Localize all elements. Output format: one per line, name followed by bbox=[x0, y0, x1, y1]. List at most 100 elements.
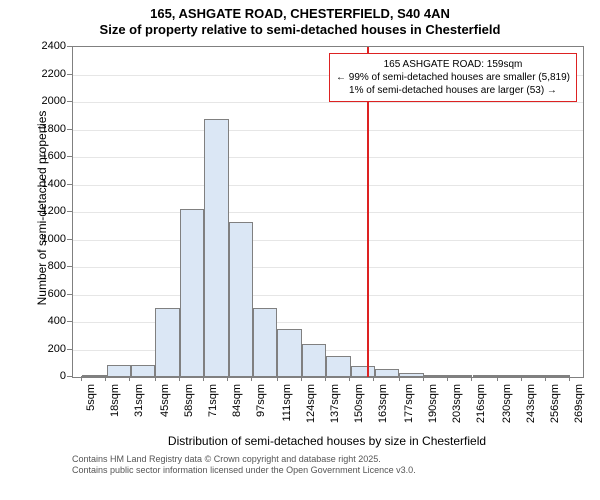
xtick-label: 150sqm bbox=[353, 384, 365, 423]
ytick-mark bbox=[67, 46, 72, 47]
ytick-mark bbox=[67, 349, 72, 350]
gridline bbox=[73, 185, 583, 186]
ytick-label: 1600 bbox=[32, 150, 66, 162]
xtick-mark bbox=[105, 376, 106, 381]
xtick-mark bbox=[155, 376, 156, 381]
xtick-mark bbox=[129, 376, 130, 381]
xtick-label: 84sqm bbox=[231, 384, 243, 417]
xtick-label: 97sqm bbox=[255, 384, 267, 417]
histogram-bar bbox=[204, 119, 228, 378]
ytick-mark bbox=[67, 321, 72, 322]
xtick-label: 256sqm bbox=[549, 384, 561, 423]
histogram-bar bbox=[302, 344, 326, 377]
histogram-bar bbox=[497, 375, 521, 377]
histogram-bar bbox=[326, 356, 350, 377]
ytick-label: 200 bbox=[32, 343, 66, 355]
ytick-mark bbox=[67, 129, 72, 130]
ytick-label: 2200 bbox=[32, 68, 66, 80]
gridline bbox=[73, 295, 583, 296]
xtick-label: 163sqm bbox=[377, 384, 389, 423]
gridline bbox=[73, 267, 583, 268]
xtick-mark bbox=[179, 376, 180, 381]
histogram-bar bbox=[546, 375, 570, 377]
ytick-label: 800 bbox=[32, 260, 66, 272]
ytick-label: 1800 bbox=[32, 123, 66, 135]
xtick-mark bbox=[373, 376, 374, 381]
xtick-mark bbox=[399, 376, 400, 381]
annotation-line: 1% of semi-detached houses are larger (5… bbox=[336, 84, 570, 97]
histogram-bar bbox=[107, 365, 131, 377]
gridline bbox=[73, 130, 583, 131]
histogram-bar bbox=[82, 375, 106, 377]
attribution-line: Contains HM Land Registry data © Crown c… bbox=[72, 454, 416, 465]
xtick-mark bbox=[203, 376, 204, 381]
xtick-label: 5sqm bbox=[85, 384, 97, 411]
histogram-bar bbox=[399, 373, 423, 377]
xtick-label: 111sqm bbox=[281, 384, 293, 422]
xtick-mark bbox=[301, 376, 302, 381]
gridline bbox=[73, 212, 583, 213]
histogram-bar bbox=[448, 375, 472, 377]
ytick-mark bbox=[67, 294, 72, 295]
annotation-line: 165 ASHGATE ROAD: 159sqm bbox=[336, 58, 570, 71]
gridline bbox=[73, 102, 583, 103]
annotation-line: ← 99% of semi-detached houses are smalle… bbox=[336, 71, 570, 84]
histogram-bar bbox=[253, 308, 277, 377]
ytick-label: 1000 bbox=[32, 233, 66, 245]
xtick-label: 45sqm bbox=[159, 384, 171, 417]
histogram-bar bbox=[277, 329, 301, 377]
plot-area: 165 ASHGATE ROAD: 159sqm← 99% of semi-de… bbox=[72, 46, 584, 378]
ytick-mark bbox=[67, 266, 72, 267]
chart-container: 165, ASHGATE ROAD, CHESTERFIELD, S40 4AN… bbox=[0, 0, 600, 500]
xtick-mark bbox=[227, 376, 228, 381]
xtick-label: 230sqm bbox=[501, 384, 513, 423]
chart-title-main: 165, ASHGATE ROAD, CHESTERFIELD, S40 4AN bbox=[0, 0, 600, 22]
attribution-text: Contains HM Land Registry data © Crown c… bbox=[72, 454, 416, 476]
xtick-label: 71sqm bbox=[207, 384, 219, 417]
xtick-label: 243sqm bbox=[525, 384, 537, 423]
xtick-label: 216sqm bbox=[475, 384, 487, 423]
x-axis-label: Distribution of semi-detached houses by … bbox=[72, 434, 582, 448]
ytick-mark bbox=[67, 156, 72, 157]
xtick-label: 269sqm bbox=[573, 384, 585, 423]
histogram-bar bbox=[351, 366, 375, 377]
xtick-mark bbox=[251, 376, 252, 381]
xtick-mark bbox=[447, 376, 448, 381]
xtick-label: 177sqm bbox=[403, 384, 415, 423]
xtick-mark bbox=[545, 376, 546, 381]
histogram-bar bbox=[229, 222, 253, 377]
ytick-label: 2000 bbox=[32, 95, 66, 107]
ytick-label: 1400 bbox=[32, 178, 66, 190]
chart-title-sub: Size of property relative to semi-detach… bbox=[0, 22, 600, 38]
xtick-mark bbox=[349, 376, 350, 381]
gridline bbox=[73, 240, 583, 241]
ytick-label: 2400 bbox=[32, 40, 66, 52]
histogram-bar bbox=[424, 375, 448, 377]
ytick-mark bbox=[67, 184, 72, 185]
histogram-bar bbox=[473, 375, 497, 377]
xtick-mark bbox=[569, 376, 570, 381]
xtick-mark bbox=[497, 376, 498, 381]
xtick-mark bbox=[471, 376, 472, 381]
ytick-label: 1200 bbox=[32, 205, 66, 217]
xtick-mark bbox=[521, 376, 522, 381]
xtick-label: 18sqm bbox=[109, 384, 121, 417]
xtick-mark bbox=[423, 376, 424, 381]
histogram-bar bbox=[131, 365, 155, 377]
xtick-label: 137sqm bbox=[329, 384, 341, 423]
xtick-label: 203sqm bbox=[451, 384, 463, 423]
xtick-mark bbox=[277, 376, 278, 381]
xtick-label: 124sqm bbox=[305, 384, 317, 423]
gridline bbox=[73, 350, 583, 351]
attribution-line: Contains public sector information licen… bbox=[72, 465, 416, 476]
histogram-bar bbox=[180, 209, 204, 377]
histogram-bar bbox=[155, 308, 179, 377]
ytick-mark bbox=[67, 376, 72, 377]
ytick-mark bbox=[67, 211, 72, 212]
annotation-box: 165 ASHGATE ROAD: 159sqm← 99% of semi-de… bbox=[329, 53, 577, 102]
xtick-mark bbox=[325, 376, 326, 381]
ytick-mark bbox=[67, 74, 72, 75]
xtick-label: 190sqm bbox=[427, 384, 439, 423]
histogram-bar bbox=[375, 369, 399, 377]
xtick-label: 31sqm bbox=[133, 384, 145, 417]
